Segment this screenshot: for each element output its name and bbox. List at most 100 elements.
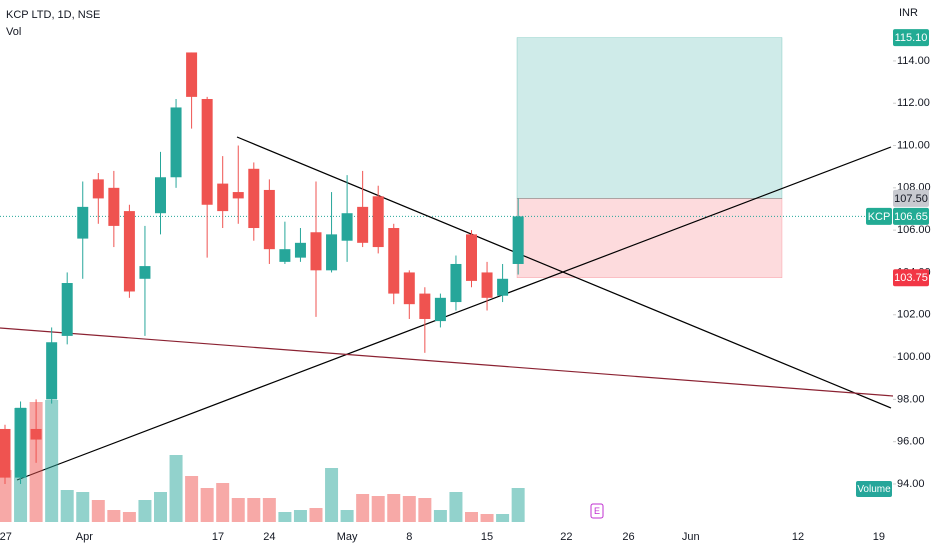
x-tick-label: Jun xyxy=(682,531,700,543)
event-label: E xyxy=(594,506,600,516)
volume-badge xyxy=(856,481,892,497)
price-badge xyxy=(893,29,929,47)
volume-bar xyxy=(465,512,478,522)
currency: INR xyxy=(899,7,918,19)
x-tick-label: 19 xyxy=(873,531,885,543)
volume-bar xyxy=(433,510,447,522)
y-tick-label: 112.00 xyxy=(897,97,930,109)
volume-label: Volume xyxy=(857,484,891,495)
volume-bar xyxy=(185,476,199,522)
volume-bar xyxy=(340,510,354,522)
price-badge-label: 103.75 xyxy=(894,272,928,284)
x-tick-label: 15 xyxy=(481,531,493,543)
candle-body xyxy=(388,228,400,294)
y-tick-label: 98.00 xyxy=(897,393,925,405)
volume-bar xyxy=(371,496,385,522)
volume-bar xyxy=(480,514,494,522)
x-tick-label: 22 xyxy=(560,531,572,543)
symbol-badge xyxy=(866,207,892,225)
candle-body xyxy=(357,206,369,243)
x-tick-label: May xyxy=(337,531,358,543)
candle-body xyxy=(30,428,42,440)
x-tick-label: 17 xyxy=(212,531,224,543)
stop-zone xyxy=(516,198,783,278)
x-tick-label: Apr xyxy=(76,531,93,543)
volume-bar xyxy=(278,512,292,522)
y-tick-label: 100.00 xyxy=(897,351,931,363)
volume-bar xyxy=(293,510,307,522)
trend-line xyxy=(0,327,894,397)
candle-body xyxy=(434,297,446,322)
volume-bar xyxy=(138,500,152,522)
y-tick-label: 114.00 xyxy=(897,55,930,67)
y-tick-label: 102.00 xyxy=(897,309,931,321)
trend-line xyxy=(236,136,892,409)
volume-bar xyxy=(60,490,74,522)
candle-body xyxy=(139,266,151,279)
volume-bar xyxy=(200,488,214,522)
candle-body xyxy=(217,183,229,212)
candle-body xyxy=(294,242,306,258)
price-badge-label: 115.10 xyxy=(895,32,928,44)
candle-body xyxy=(0,428,11,478)
candle-body xyxy=(512,216,524,264)
candle-body xyxy=(92,179,104,199)
candle-body xyxy=(186,52,198,97)
candle-body xyxy=(123,211,135,292)
candle-body xyxy=(155,177,166,214)
price-badge xyxy=(893,207,929,225)
symbol-title: KCP LTD, 1D, NSE xyxy=(6,9,100,21)
symbol-badge-label: KCP xyxy=(868,211,891,223)
price-badge xyxy=(893,269,929,287)
volume-bar xyxy=(387,494,401,522)
volume-bar xyxy=(449,492,463,522)
y-tick-label: 110.00 xyxy=(897,139,930,151)
candle-body xyxy=(108,187,120,226)
volume-bar xyxy=(216,483,230,522)
y-tick-label: 94.00 xyxy=(897,478,925,490)
volume-bar xyxy=(496,514,510,522)
volume-bar xyxy=(418,498,432,522)
candle-body xyxy=(466,234,477,281)
volume-bar xyxy=(45,400,59,522)
volume-bar xyxy=(154,492,167,522)
candle-body xyxy=(201,98,213,205)
volume-bar xyxy=(169,455,183,522)
candle-body xyxy=(403,272,415,305)
price-badge xyxy=(893,189,929,207)
x-tick-label: 24 xyxy=(263,531,275,543)
trend-line xyxy=(16,146,892,481)
candle-body xyxy=(341,213,353,241)
event-marker[interactable] xyxy=(590,503,604,519)
candle-body xyxy=(263,189,275,250)
candle-body xyxy=(170,107,182,178)
x-tick-label: 26 xyxy=(622,531,634,543)
indicator-label: Vol xyxy=(6,26,21,38)
candle-body xyxy=(279,249,291,262)
candle-body xyxy=(481,272,493,298)
volume-bar xyxy=(325,468,339,522)
volume-bar xyxy=(76,492,90,522)
volume-bar xyxy=(107,510,121,522)
x-tick-label: 12 xyxy=(792,531,804,543)
volume-bar xyxy=(511,488,525,522)
candle-body xyxy=(77,206,89,239)
volume-bar xyxy=(262,498,276,522)
price-badge-label: 107.50 xyxy=(894,193,928,205)
price-badge-label: 106.65 xyxy=(894,211,928,223)
candle-body xyxy=(15,407,27,478)
candle-body xyxy=(248,168,260,229)
candle-body xyxy=(497,278,509,296)
target-zone xyxy=(516,37,783,199)
volume-bar xyxy=(122,512,136,522)
volume-bar xyxy=(356,494,370,522)
volume-bar xyxy=(402,496,416,522)
candle-body xyxy=(372,196,384,248)
candle-body xyxy=(232,192,244,199)
candle-body xyxy=(419,293,431,319)
candle-body xyxy=(450,263,462,303)
volume-bar xyxy=(91,500,105,522)
candle-body xyxy=(310,232,322,271)
volume-bar xyxy=(0,470,12,522)
candle-body xyxy=(61,283,73,336)
